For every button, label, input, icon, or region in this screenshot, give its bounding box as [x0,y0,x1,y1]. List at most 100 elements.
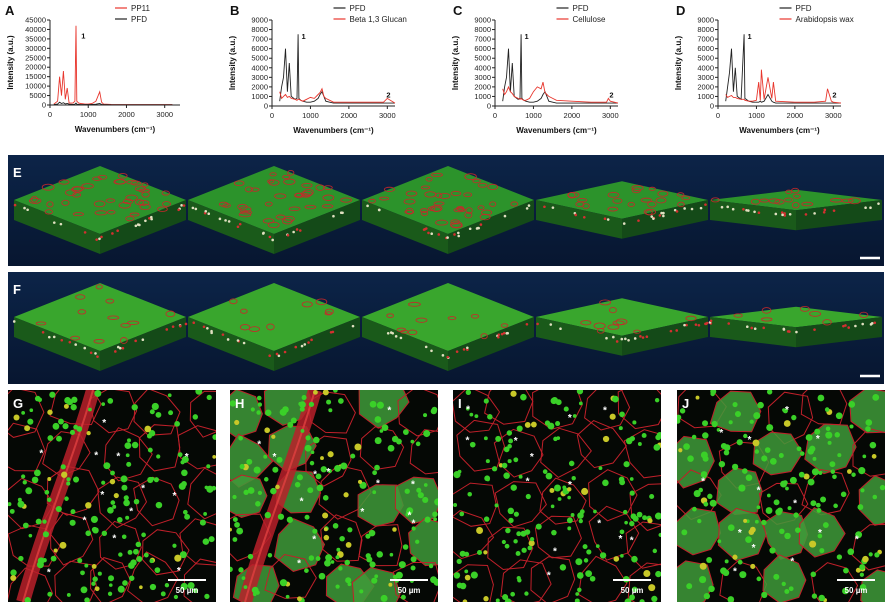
cell-signal [677,201,685,208]
chloroplast [649,493,655,500]
edge-signal [114,350,117,353]
chloroplast [501,539,506,545]
chloroplast [49,391,56,398]
edge-signal [430,349,433,353]
chloroplast [101,402,106,406]
chloroplast [18,555,24,562]
cell-signal [222,203,231,208]
cell-wall [617,390,661,430]
chloroplast [739,571,747,579]
chloroplast [85,502,92,509]
chloroplast [575,592,580,596]
chloroplast [371,577,378,584]
edge-signal [762,326,766,330]
chloroplast [127,549,133,555]
chloroplast [276,456,283,463]
asterisk: * [757,485,761,496]
cell-signal [420,210,429,217]
x-tick-label: 1000 [80,110,97,119]
chloroplast [264,477,269,482]
scale-bar-label: 50 µm [176,586,199,595]
legend-label: PFD [131,15,147,24]
edge-signal [206,326,209,330]
chloroplast [464,551,470,557]
chloroplast [766,493,771,498]
chloroplast [697,518,702,524]
chloroplast [483,516,490,522]
chloroplast [550,397,558,405]
cell-signal [218,201,229,207]
y-tick-label: 3000 [251,73,268,82]
cell-signal [750,198,761,205]
chloroplast [743,518,748,523]
chloroplast [754,449,760,454]
volume-side [536,317,622,356]
cell-signal [248,326,261,332]
chloroplast [465,406,470,411]
chloroplast [433,517,438,522]
chloroplast [632,420,637,425]
chloroplast [817,533,823,539]
chloroplast [424,516,431,523]
chloroplast [503,446,510,453]
chloroplast [819,548,825,554]
chloroplast [815,502,821,508]
y-tick-label: 4000 [474,63,491,72]
chloroplast [195,390,203,395]
chloroplast [702,432,709,439]
chloroplast [761,591,768,599]
spectrum-line [279,34,395,104]
chloroplast [879,484,885,491]
cell-signal [479,213,491,221]
chloroplast [116,517,123,523]
cell-signal [106,209,116,215]
chloroplast [576,572,584,579]
micrograph: * * * * * * * * * * * * * [453,390,661,602]
chloroplast [812,456,817,461]
cell-signal [774,199,785,205]
edge-signal [68,340,72,344]
cell-signal [93,338,105,344]
chloroplast [256,410,261,415]
edge-signal [781,213,784,217]
edge-signal [148,217,151,220]
cell-signal [643,208,657,216]
cell-wall [752,431,804,476]
asterisk: * [701,476,705,487]
edge-signal [536,322,539,326]
cell-signal [450,190,462,197]
chloroplast [589,575,596,582]
asterisk: * [387,405,391,416]
edge-signal [204,209,208,213]
chloroplast [312,436,320,444]
chloroplast [710,390,717,395]
x-tick-label: 2000 [787,111,804,120]
chloroplast [691,434,697,440]
asterisk: * [100,490,104,501]
volume-side [536,200,622,239]
chloroplast [859,572,864,577]
chloroplast [761,455,768,462]
edge-signal [620,337,624,341]
cell-signal [427,206,436,212]
chloroplast [345,542,352,548]
chloroplast [13,414,20,421]
y-tick-label: 0 [42,101,46,110]
cell-signal [368,198,376,204]
chloroplast [73,476,80,483]
cell-wall [453,390,501,433]
chloroplast [724,559,729,564]
chloroplast [766,390,773,395]
edge-signal [295,228,299,231]
chloroplast [453,503,458,508]
cell-signal [580,320,592,326]
edge-signal [116,229,119,233]
edge-signal [332,214,335,218]
cell-signal [61,199,70,206]
cell-wall [187,467,216,520]
asterisk: * [300,496,304,507]
edge-signal [704,322,707,326]
cell-signal [44,209,53,215]
chloroplast [404,488,410,494]
chloroplast [376,401,384,409]
